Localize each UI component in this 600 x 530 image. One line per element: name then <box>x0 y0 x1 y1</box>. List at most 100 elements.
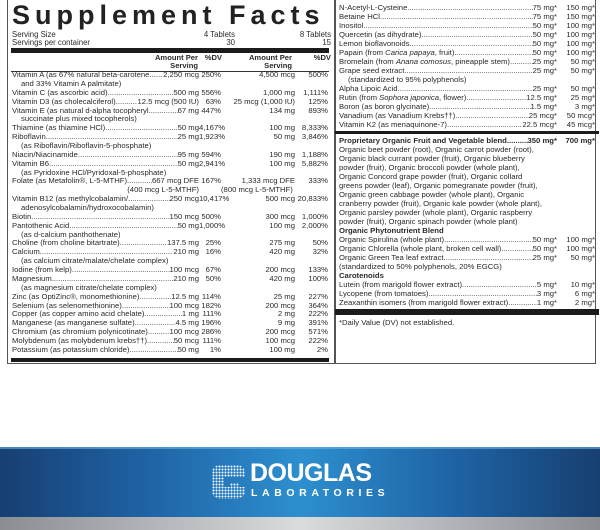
nutrient-name: Vitamin D3 (as cholecalciferol) <box>12 97 116 106</box>
nutrient-name-cell: Manganese (as manganese sulfate) 4.5 mg <box>12 319 199 328</box>
amount-2: 6 mg* <box>574 289 595 298</box>
nutrient-name: Rutin (from Sophora japonica, flower) <box>339 93 467 102</box>
blend-ingredients: Organic beet powder (root), Organic carr… <box>339 145 534 154</box>
nutrient-row: Vitamin B12 (as methylcobalamin/250 mcg1… <box>12 194 330 213</box>
dv-2: 893% <box>308 105 328 115</box>
dv-2: 333% <box>308 176 328 186</box>
dv-2: 391% <box>308 318 328 328</box>
amount-per-serving: 25 mg* <box>532 57 557 66</box>
amount-per-serving: 75 mg* <box>532 12 557 21</box>
amount-2: 1,333 mcg DFE <box>241 176 295 186</box>
dv-1: 67% <box>205 265 221 275</box>
nutrient-detail: succinate plus mixed tocopherols) <box>21 114 137 124</box>
header-amount-2: Amount Per Serving <box>248 53 292 71</box>
amount-per-serving: 12.5 mg* <box>526 93 557 102</box>
dot-leader <box>447 120 522 129</box>
amount-per-serving: 50 mg <box>177 124 199 133</box>
dv-1: 1% <box>209 345 221 355</box>
nutrient-name: Molybdenum (as molybdenum krebs††) <box>12 337 148 346</box>
dv-2: 500% <box>308 70 328 79</box>
amount-2: 2 mg <box>277 309 295 319</box>
nutrient-name-cell: Organic Green Tea leaf extract 25 mg* <box>339 253 557 262</box>
amount-per-serving: 50 mg* <box>532 48 557 57</box>
ingredient-line: Boron (as boron glycinate) 1.5 mg* 3 mg* <box>339 102 595 111</box>
nutrient-line: Riboflavin 25 mg1,923% 50 mg 3,846% <box>12 132 330 142</box>
amount-2: 275 mg <box>269 238 295 248</box>
amount-per-serving: 2,250 mcg <box>163 71 199 79</box>
brand-name: DOUGLAS <box>250 459 372 487</box>
amount-per-serving: 1 mg* <box>536 298 557 307</box>
amount-2: 190 mg <box>269 149 295 159</box>
ingredient-line: Betaine HCl 75 mg* 150 mg* <box>339 12 595 21</box>
dv-2: 20,833% <box>297 194 328 204</box>
nutrient-name-cell: Vitamin E (as natural d-alpha tocopheryl… <box>12 107 199 116</box>
dv-1: 10,417% <box>199 194 230 204</box>
nutrient-name: Choline (from choline bitartrate) <box>12 239 120 248</box>
nutrient-line: Chromium (as chromium polynicotinate) 100… <box>12 327 330 337</box>
nutrient-name-cell: Copper (as copper amino acid chelate) 1 m… <box>12 310 199 319</box>
nutrient-line: Vitamin A (as 67% natural beta-carotene 2… <box>12 70 330 80</box>
dot-leader <box>410 39 533 48</box>
dot-leader <box>466 93 526 102</box>
nutrient-row: Manganese (as manganese sulfate) 4.5 mg19… <box>12 319 330 328</box>
ingredient-line: Organic Spirulina (whole plant) 50 mg* 100… <box>339 235 595 244</box>
nutrient-line: Vitamin E (as natural d-alpha tocopheryl… <box>12 105 330 116</box>
amount-per-serving: 25 mg <box>177 133 199 142</box>
amount-2: 700 mg* <box>565 136 596 145</box>
dv-1: 114% <box>201 291 221 301</box>
nutrient-list: Vitamin A (as 67% natural beta-carotene 2… <box>12 70 330 355</box>
dv-1: 25% <box>205 238 221 248</box>
nutrient-name-cell: Pantothenic Acid 50 mg <box>12 222 199 231</box>
metallic-strip <box>0 517 600 530</box>
dv-2: 50% <box>312 238 328 248</box>
amount-per-serving: 350 mg* <box>527 136 558 145</box>
bottom-bar <box>335 309 599 315</box>
nutrient-name-cell: Vitamin D3 (as cholecalciferol) 12.5 mcg … <box>12 98 199 107</box>
brand-banner <box>0 447 600 517</box>
nutrient-name-cell: Lutein (from marigold flower extract) 5 m… <box>339 280 557 289</box>
amount-2: 100 mcg <box>265 336 296 346</box>
nutrient-name-cell: Vitamin K2 (as menaquinone-7) 22.5 mcg* <box>339 120 557 129</box>
dot-leader <box>147 337 174 346</box>
dv-1: 2,941% <box>199 158 226 168</box>
amount-2: 3 mg* <box>574 102 595 111</box>
nutrient-name-cell: Lemon bioflavonoids 50 mg* <box>339 39 557 48</box>
nutrient-name: Inositol <box>339 21 364 30</box>
dv-2: 222% <box>308 309 328 319</box>
amount-2: 4,500 mcg <box>259 70 295 79</box>
amount-per-serving: 25 mg* <box>532 84 557 93</box>
dv-2: 125% <box>308 96 328 106</box>
dv-2: 1,000% <box>301 211 328 221</box>
nutrient-name-cell: Organic Spirulina (whole plant) 50 mg* <box>339 235 557 244</box>
dv-2: 5,882% <box>301 158 328 168</box>
nutrient-name: Potassium (as potassium chloride) <box>12 346 130 355</box>
nutrient-name-cell: Vanadium (as Vanadium Krebs††) 25 mcg* <box>339 111 557 120</box>
column-headers: Amount Per Serving %DV Amount Per Servin… <box>12 53 331 72</box>
dot-leader <box>116 98 138 107</box>
ingredient-detail: (standardized to 50% polyphenols, 20% EG… <box>339 262 502 271</box>
dot-leader <box>428 289 536 298</box>
nutrient-row: Thiamine (as thiamine HCl) 50 mg4,167% 100… <box>12 123 330 133</box>
amount-2: 45 mcg* <box>566 120 595 129</box>
ingredient-line: Lycopene (from tomatoes) 3 mg* 6 mg* <box>339 289 595 298</box>
nutrient-line: Folate (as Metafolin®, L-5-MTHF) 667 mcg … <box>12 177 330 186</box>
dot-leader <box>501 244 532 253</box>
nutrient-detail: (as Pyridoxine HCl/Pyridoxal-5-phosphate… <box>21 167 167 177</box>
header-dv-2: %DV <box>313 53 331 62</box>
nutrient-detail: (as d-calcium panthothenate) <box>21 229 121 239</box>
dv-1: 250% <box>201 70 221 79</box>
section-bar <box>335 131 599 134</box>
nutrient-name-cell: Niacin/Niacinamide 95 mg <box>12 151 199 160</box>
amount-2: 100 mg* <box>566 21 595 30</box>
blend-ingredients: powder (fruit), Organic broccoli powder … <box>339 163 520 172</box>
nutrient-detail: (as magnesium citrate/chelate complex) <box>21 282 157 292</box>
nutrient-row: Choline (from choline bitartrate) 137.5 m… <box>12 239 330 248</box>
amount-2: 200 mcg <box>265 265 296 275</box>
dv-2: 8,333% <box>301 123 328 133</box>
nutrient-line: Thiamine (as thiamine HCl) 50 mg4,167% 100… <box>12 123 330 133</box>
amount-2: 25 mcg (1,000 IU) <box>233 96 295 106</box>
amount-2: 50 mg* <box>570 66 595 75</box>
amount-note-1: (400 mcg L-5-MTHF) <box>127 185 199 195</box>
nutrient-name: Folate (as Metafolin®, L-5-MTHF) <box>12 177 128 186</box>
serving-size-label: Serving Size <box>12 30 56 39</box>
